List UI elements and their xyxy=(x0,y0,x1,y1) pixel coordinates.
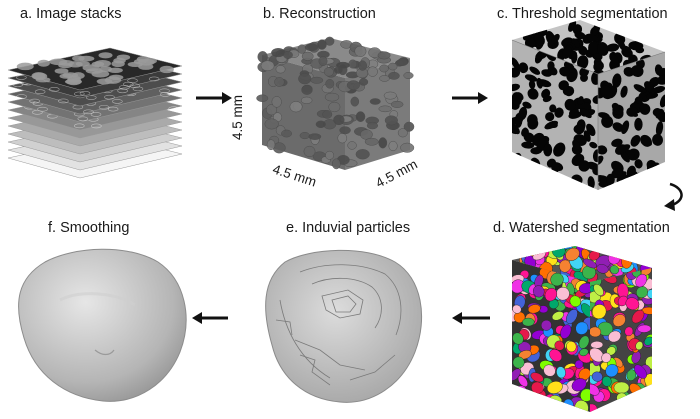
panel-e-title: e. Induvial particles xyxy=(286,220,411,236)
panel-a-title: a. Image stacks xyxy=(20,6,122,22)
panel-b-title: b. Reconstruction xyxy=(263,6,376,22)
panel-f-title: f. Smoothing xyxy=(48,220,130,236)
right-arrow-icon xyxy=(196,92,232,104)
watershed-cube xyxy=(512,246,652,412)
curved-arrow-icon xyxy=(664,182,683,211)
threshold-cube xyxy=(511,20,666,190)
individual-particle xyxy=(265,249,423,403)
panel-c-title: c. Threshold segmentation xyxy=(497,6,668,22)
left-arrow-icon xyxy=(192,312,228,324)
left-arrow-icon xyxy=(452,312,490,324)
right-arrow-icon xyxy=(452,92,488,104)
panel-d-title: d. Watershed segmentation xyxy=(493,220,670,236)
image-stack-layers xyxy=(7,47,183,179)
reconstruction-cube xyxy=(256,36,415,170)
smoothed-particle xyxy=(18,248,187,402)
